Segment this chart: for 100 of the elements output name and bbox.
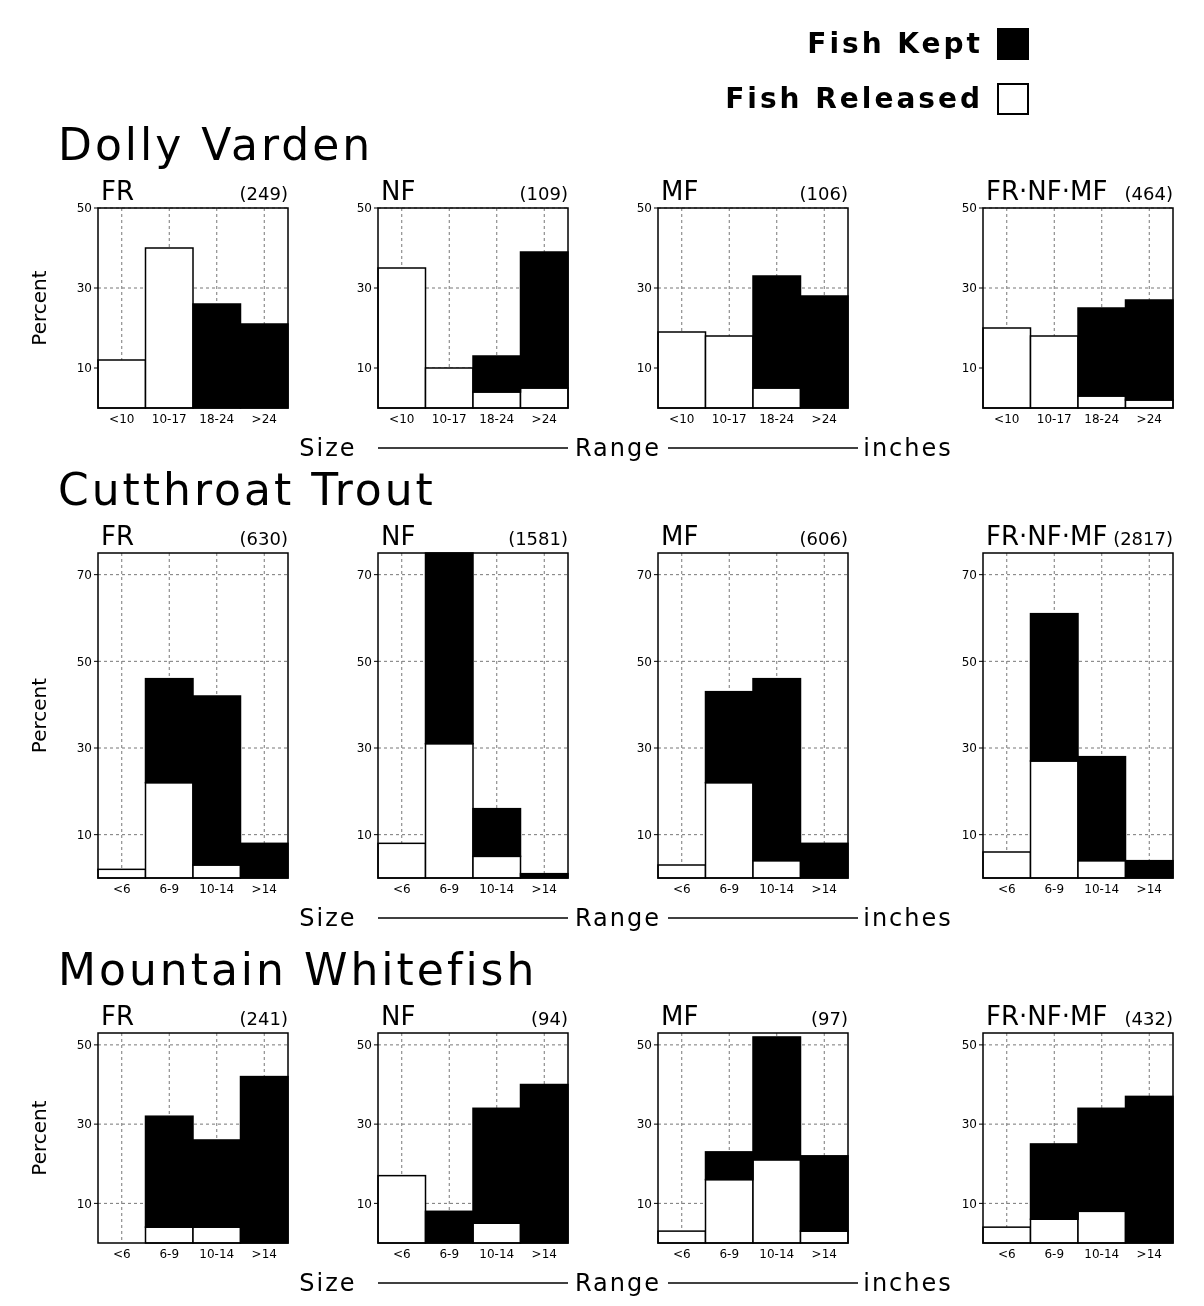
- x-tick-label: <10: [389, 412, 415, 426]
- text: Mountain Whitefish: [58, 944, 538, 995]
- y-tick-label: 10: [961, 1196, 977, 1211]
- chart-subtitle: (94): [531, 1008, 568, 1029]
- x-tick-label: >14: [251, 1247, 277, 1261]
- chart-title: FR: [101, 521, 135, 551]
- legend-label: Fish Released: [725, 82, 983, 115]
- x-tick-label: <10: [109, 412, 135, 426]
- y-tick-label: 30: [76, 741, 92, 756]
- x-tick-label: 10-17: [711, 412, 747, 426]
- x-tick-label: 18-24: [199, 412, 235, 426]
- x-tick-label: 18-24: [1084, 412, 1120, 426]
- x-tick-label: 10-14: [199, 882, 235, 896]
- x-tick-label: <6: [392, 882, 411, 896]
- x-tick-label: 10-14: [479, 882, 515, 896]
- y-tick-label: 10: [356, 827, 372, 842]
- chart-title: FR·NF·MF: [986, 521, 1108, 551]
- x-tick-label: >24: [1136, 412, 1162, 426]
- x-tick-label: >14: [531, 882, 557, 896]
- y-tick-label: 10: [636, 1196, 652, 1211]
- chart-title: NF: [381, 521, 416, 551]
- x-tick-label: <6: [997, 1247, 1016, 1261]
- text: Cutthroat Trout: [58, 464, 436, 515]
- y-axis-title: Percent: [27, 270, 51, 346]
- x-tick-label: 6-9: [439, 882, 460, 896]
- x-tick-label: 10-14: [1084, 882, 1120, 896]
- y-tick-label: 10: [356, 361, 372, 376]
- x-tick-label: >24: [251, 412, 277, 426]
- text: Size Range inches: [299, 434, 953, 462]
- x-tick-label: 18-24: [759, 412, 795, 426]
- text: Size Range inches: [299, 904, 953, 932]
- chart-subtitle: (241): [239, 1008, 288, 1029]
- y-axis-title: Percent: [27, 1100, 51, 1176]
- x-tick-label: 10-17: [151, 412, 187, 426]
- text: Size Range inches: [299, 1269, 953, 1297]
- x-tick-label: 10-17: [431, 412, 467, 426]
- x-tick-label: <6: [112, 1247, 131, 1261]
- y-tick-label: 30: [961, 281, 977, 296]
- x-tick-label: >14: [811, 882, 837, 896]
- y-tick-label: 70: [961, 567, 977, 582]
- y-tick-label: 10: [76, 1196, 92, 1211]
- chart-subtitle: (109): [519, 183, 568, 204]
- x-tick-label: <10: [994, 412, 1020, 426]
- y-tick-label: 70: [636, 567, 652, 582]
- y-tick-label: 70: [76, 567, 92, 582]
- y-axis-title: Percent: [27, 677, 51, 754]
- x-tick-label: >14: [251, 882, 277, 896]
- y-tick-label: 10: [961, 361, 977, 376]
- x-tick-label: 6-9: [159, 882, 180, 896]
- chart-subtitle: (1581): [508, 528, 568, 549]
- x-tick-label: >14: [1136, 882, 1162, 896]
- x-tick-label: 6-9: [1044, 882, 1065, 896]
- y-tick-label: 30: [356, 741, 372, 756]
- y-tick-label: 50: [636, 1038, 652, 1053]
- x-tick-label: <10: [669, 412, 695, 426]
- y-tick-label: 50: [961, 1038, 977, 1053]
- y-tick-label: 70: [356, 567, 372, 582]
- y-tick-label: 50: [636, 654, 652, 669]
- chart-title: FR·NF·MF: [986, 1001, 1108, 1031]
- y-tick-label: 30: [636, 281, 652, 296]
- x-tick-label: 10-14: [1084, 1247, 1120, 1261]
- x-tick-label: 10-14: [479, 1247, 515, 1261]
- x-tick-label: 6-9: [719, 1247, 740, 1261]
- x-tick-label: 18-24: [479, 412, 515, 426]
- y-tick-label: 50: [76, 1038, 92, 1053]
- chart-title: MF: [661, 176, 699, 206]
- y-tick-label: 30: [356, 281, 372, 296]
- y-tick-label: 50: [961, 654, 977, 669]
- x-tick-label: 10-14: [199, 1247, 235, 1261]
- text: Dolly Varden: [58, 119, 374, 170]
- chart-subtitle: (464): [1124, 183, 1173, 204]
- chart-subtitle: (606): [799, 528, 848, 549]
- y-tick-label: 50: [356, 201, 372, 216]
- chart-title: NF: [381, 1001, 416, 1031]
- y-tick-label: 10: [356, 1196, 372, 1211]
- y-tick-label: 10: [76, 827, 92, 842]
- x-tick-label: <6: [672, 1247, 691, 1261]
- y-tick-label: 30: [356, 1117, 372, 1132]
- y-tick-label: 50: [356, 654, 372, 669]
- x-tick-label: <6: [672, 882, 691, 896]
- x-tick-label: 6-9: [439, 1247, 460, 1261]
- x-tick-label: <6: [997, 882, 1016, 896]
- x-tick-label: 10-17: [1036, 412, 1072, 426]
- y-tick-label: 30: [961, 1117, 977, 1132]
- y-tick-label: 50: [356, 1038, 372, 1053]
- y-tick-label: 10: [636, 827, 652, 842]
- y-tick-label: 30: [636, 741, 652, 756]
- y-tick-label: 10: [76, 361, 92, 376]
- chart-subtitle: (106): [799, 183, 848, 204]
- y-tick-label: 50: [961, 201, 977, 216]
- chart-title: NF: [381, 176, 416, 206]
- chart-subtitle: (432): [1124, 1008, 1173, 1029]
- chart-title: MF: [661, 521, 699, 551]
- x-tick-label: >14: [811, 1247, 837, 1261]
- x-tick-label: 6-9: [159, 1247, 180, 1261]
- x-tick-label: >14: [531, 1247, 557, 1261]
- chart-subtitle: (97): [811, 1008, 848, 1029]
- y-tick-label: 30: [76, 281, 92, 296]
- chart-subtitle: (630): [239, 528, 288, 549]
- legend-label: Fish Kept: [807, 27, 983, 60]
